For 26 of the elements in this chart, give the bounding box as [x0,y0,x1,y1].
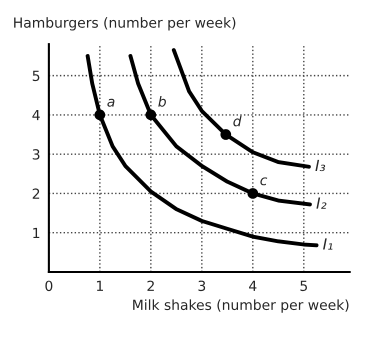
y-tick-label: 2 [32,188,40,199]
point [145,110,156,120]
x-tick-label: 2 [147,280,154,291]
series-label: I₂ [316,198,326,209]
line-series [172,48,311,169]
x-tick-label: 5 [300,280,307,292]
annotation: b [158,96,166,107]
y-tick-label: 5 [32,70,40,82]
x-tick-label: 4 [249,280,256,291]
point [247,188,258,199]
x-tick-label: 1 [96,280,103,291]
y-tick-label: 3 [32,149,40,160]
y-axis-title: Hamburgers (number per week) [14,17,236,31]
y-tick-label: 1 [33,228,40,238]
series-label: I₁ [323,238,332,250]
point [94,110,106,120]
annotation: d [233,116,242,126]
point [220,129,232,140]
line-series [128,54,312,206]
series-label: I₃ [315,160,326,172]
annotation: a [107,98,114,107]
x-tick-label: 0 [45,280,52,292]
y-tick-label: 4 [32,110,40,120]
x-axis-title: Milk shakes (number per week) [133,299,348,313]
annotation: c [260,177,268,186]
x-tick-label: 3 [198,280,206,292]
